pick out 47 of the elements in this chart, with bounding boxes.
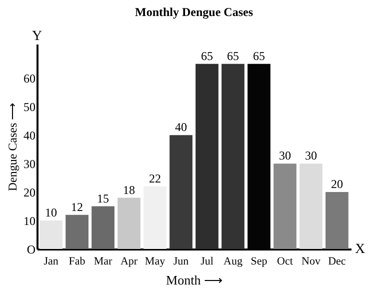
data-label: 15 <box>97 191 110 206</box>
bar <box>196 64 218 249</box>
x-axis-title: Month ⟶ <box>166 272 223 288</box>
x-tick-label: Dec <box>328 256 346 268</box>
bar <box>118 198 140 249</box>
bar <box>144 186 166 249</box>
x-tick-label: Jun <box>173 256 190 268</box>
bar <box>170 135 192 249</box>
y-tick-label: O <box>26 242 36 256</box>
text: X <box>354 242 366 257</box>
x-tick-label: Oct <box>277 256 293 268</box>
bar <box>222 64 244 249</box>
data-label: 65 <box>252 48 265 63</box>
data-label: 30 <box>304 148 317 163</box>
x-tick-label: Sep <box>250 256 268 268</box>
bar <box>326 192 348 249</box>
chart-title: Monthly Dengue Cases <box>134 5 254 19</box>
bar <box>92 206 114 249</box>
x-tick-label: Nov <box>301 256 321 268</box>
bar <box>274 164 296 249</box>
data-label: 65 <box>226 48 239 63</box>
data-label: 10 <box>45 206 58 220</box>
y-tick-label: 50 <box>24 100 36 114</box>
data-label: 40 <box>175 120 188 134</box>
y-tick-label: 20 <box>24 186 36 200</box>
data-label: 12 <box>71 200 84 214</box>
y-axis-title: Dengue Cases ⟶ <box>6 102 20 192</box>
bar <box>40 220 62 249</box>
y-tick-label: 60 <box>24 72 36 86</box>
x-tick-label: May <box>144 256 166 268</box>
data-label: 65 <box>200 48 213 63</box>
x-tick-label: Aug <box>224 256 243 268</box>
y-tick-label: 10 <box>24 214 36 228</box>
x-tick-label: Jan <box>44 256 59 268</box>
y-tick-label: 40 <box>24 128 36 143</box>
data-label: 30 <box>278 148 291 163</box>
data-label: 18 <box>123 182 136 197</box>
data-label: 20 <box>330 177 343 192</box>
y-tick-label: 30 <box>24 157 36 172</box>
text: Y <box>32 29 42 44</box>
bar <box>300 164 322 249</box>
x-tick-label: Apr <box>120 256 138 268</box>
x-tick-label: Mar <box>94 256 113 268</box>
x-tick-label: Fab <box>68 256 86 268</box>
x-tick-label: Jul <box>200 256 214 268</box>
bar <box>66 214 88 249</box>
data-label: 22 <box>149 171 162 186</box>
